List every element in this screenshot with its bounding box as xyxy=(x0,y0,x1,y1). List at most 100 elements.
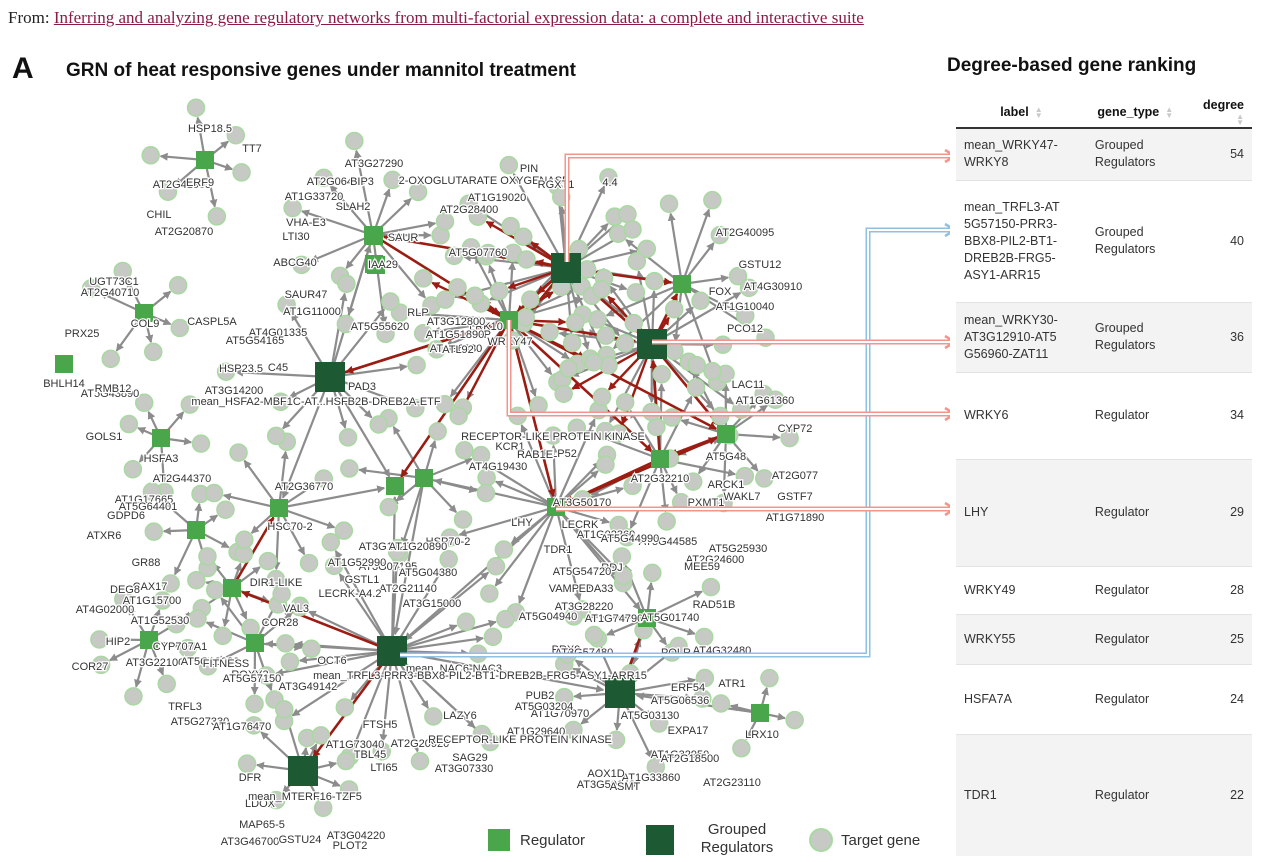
target-gene-node xyxy=(735,466,755,486)
grouped-regulator-node[interactable] xyxy=(377,636,407,666)
target-gene-node xyxy=(614,566,633,586)
gene-label: AT1G51890 xyxy=(426,329,485,341)
gene-label: LRX10 xyxy=(745,729,779,741)
network-edge xyxy=(408,309,510,322)
ranking-table: label ▲ ▼ gene_type ▲ ▼ degree▲ ▼ mean_WRKY47… xyxy=(956,97,1252,856)
target-gene-node xyxy=(618,205,637,224)
gene-label: AT2G36770 xyxy=(275,481,334,493)
regulator-node[interactable] xyxy=(673,275,691,293)
regulator-node[interactable] xyxy=(270,499,288,517)
target-gene-node xyxy=(186,98,206,118)
regulator-node[interactable] xyxy=(223,579,241,597)
regulator-node[interactable] xyxy=(638,609,656,627)
gene-label: AT2G20920 xyxy=(391,738,450,750)
target-gene-node xyxy=(683,472,703,491)
gene-label: mean_NAC6-NAC3 xyxy=(406,663,502,675)
network-edge xyxy=(629,458,662,529)
target-gene-node xyxy=(235,530,254,550)
target-gene-node xyxy=(480,732,500,752)
gene-label: 4.4 xyxy=(602,177,617,189)
gene-label: AT1G29640 xyxy=(507,726,566,738)
cell-label: mean_WRKY30-AT3G12910-AT5G56960-ZAT11 xyxy=(956,301,1087,372)
target-gene-node xyxy=(153,591,172,610)
gene-label: MAP65-5 xyxy=(239,819,285,831)
target-gene-node xyxy=(413,324,433,343)
cell-degree: 54 xyxy=(1183,127,1252,180)
regulator-node[interactable] xyxy=(717,425,735,443)
gene-label: UGT73C1 xyxy=(89,276,139,288)
gene-label: IAA29 xyxy=(368,259,398,271)
gene-label: AT2G18500 xyxy=(661,753,720,765)
target-gene-node xyxy=(258,551,278,571)
network-edge xyxy=(352,650,394,749)
target-gene-node xyxy=(517,250,536,269)
regulator-node[interactable] xyxy=(187,521,205,539)
gene-label: VAMP72 xyxy=(549,583,592,595)
gene-label: AT2G40710 xyxy=(81,287,140,299)
target-gene-node xyxy=(501,216,520,236)
target-gene-node xyxy=(486,557,506,576)
network-edge xyxy=(472,454,557,508)
grouped-regulator-node[interactable] xyxy=(605,678,635,708)
network-edge xyxy=(680,208,711,285)
column-header-gene-type[interactable]: gene_type ▲ ▼ xyxy=(1086,97,1184,129)
gene-label: DEG8 xyxy=(110,584,140,596)
regulator-node[interactable] xyxy=(751,704,769,722)
source-article-link[interactable]: Inferring and analyzing gene regulatory … xyxy=(53,8,864,27)
network-edge xyxy=(301,209,374,237)
legend-regulator-label: Regulator xyxy=(520,832,585,849)
gene-label: LTI65 xyxy=(370,762,397,774)
regulator-node[interactable] xyxy=(196,151,214,169)
regulator-node[interactable] xyxy=(140,631,158,649)
regulator-node[interactable] xyxy=(386,477,404,495)
network-edge xyxy=(278,485,386,510)
cell-gene-type: Regulator xyxy=(1086,663,1184,734)
gene-label: AT1G33720 xyxy=(285,191,344,203)
gene-label: AT2G21140 xyxy=(379,583,437,595)
column-header-degree[interactable]: degree▲ ▼ xyxy=(1183,97,1252,129)
gene-label: AT1G76470 xyxy=(213,721,272,733)
column-header-text: degree xyxy=(1203,98,1244,112)
table-row: LHY Regulator 29 xyxy=(956,458,1252,566)
regulator-node[interactable] xyxy=(415,469,433,487)
target-gene-node xyxy=(448,278,467,297)
network-edge xyxy=(554,418,596,508)
network-edge xyxy=(309,233,374,263)
target-gene-node xyxy=(157,674,176,694)
gene-label: AT1G74790 xyxy=(585,613,644,625)
target-gene-node xyxy=(584,353,603,372)
gene-label: LECRK-A4.2 xyxy=(319,588,382,600)
regulator-node[interactable] xyxy=(365,227,383,245)
regulator-node[interactable] xyxy=(651,450,669,468)
column-header-text: label xyxy=(1000,105,1029,119)
network-edge xyxy=(625,239,683,285)
regulator-node[interactable] xyxy=(152,429,170,447)
gene-label: HSC70-2 xyxy=(267,521,312,533)
gene-label: GR88 xyxy=(132,557,161,569)
target-gene-node xyxy=(468,207,488,226)
gene-label: C45 xyxy=(268,362,288,374)
gene-label: MEE59 xyxy=(684,561,720,573)
grouped-regulator-node[interactable] xyxy=(288,756,318,786)
target-gene-node xyxy=(713,335,733,354)
target-gene-node xyxy=(158,182,178,201)
target-gene-node xyxy=(124,687,143,706)
regulator-node[interactable] xyxy=(55,355,73,373)
gene-label: RMB12 xyxy=(95,383,132,395)
grouped-regulator-node[interactable] xyxy=(315,362,345,392)
gene-label: AT2G20870 xyxy=(155,226,214,238)
target-gene-node xyxy=(499,155,519,175)
target-gene-node xyxy=(687,355,707,375)
target-gene-node xyxy=(383,170,402,190)
target-gene-node xyxy=(372,742,391,761)
regulator-node[interactable] xyxy=(246,634,264,652)
column-header-label[interactable]: label ▲ ▼ xyxy=(956,97,1087,129)
target-gene-node xyxy=(435,290,455,309)
gene-label: AT5G44585 xyxy=(639,536,698,548)
regulator-node[interactable] xyxy=(367,256,385,274)
network-edge xyxy=(720,433,729,495)
gene-label: AT1G20890 xyxy=(389,541,448,553)
regulator-node[interactable] xyxy=(135,304,153,322)
gene-label: AT5G04940 xyxy=(519,611,578,623)
ranking-title: Degree-based gene ranking xyxy=(947,55,1197,76)
